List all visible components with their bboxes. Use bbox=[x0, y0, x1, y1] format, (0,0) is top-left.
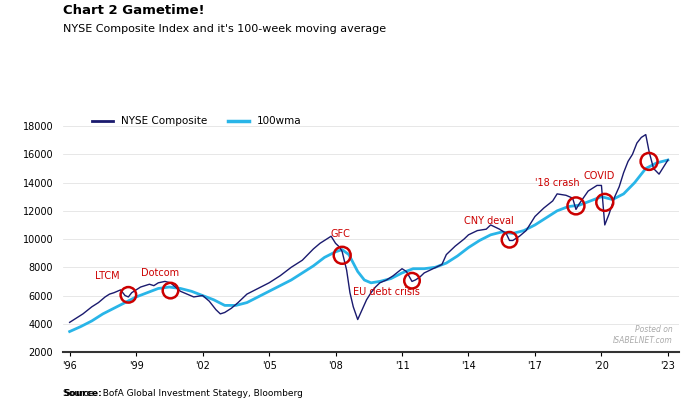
Text: NYSE Composite Index and it's 100-week moving average: NYSE Composite Index and it's 100-week m… bbox=[63, 24, 386, 34]
Text: GFC: GFC bbox=[330, 229, 350, 239]
Text: Source:: Source: bbox=[63, 389, 102, 398]
Text: Chart 2 Gametime!: Chart 2 Gametime! bbox=[63, 4, 204, 17]
Text: '18 crash: '18 crash bbox=[535, 178, 580, 188]
Legend: NYSE Composite, 100wma: NYSE Composite, 100wma bbox=[88, 112, 306, 130]
Text: Posted on
ISABELNET.com: Posted on ISABELNET.com bbox=[613, 326, 673, 345]
Text: EU debt crisis: EU debt crisis bbox=[353, 287, 420, 297]
Text: CNY deval: CNY deval bbox=[463, 216, 513, 226]
Text: COVID: COVID bbox=[584, 171, 615, 181]
Text: Dotcom: Dotcom bbox=[141, 268, 180, 278]
Text: Source:  BofA Global Investment Stategy, Bloomberg: Source: BofA Global Investment Stategy, … bbox=[63, 389, 303, 398]
Text: LTCM: LTCM bbox=[95, 270, 120, 280]
